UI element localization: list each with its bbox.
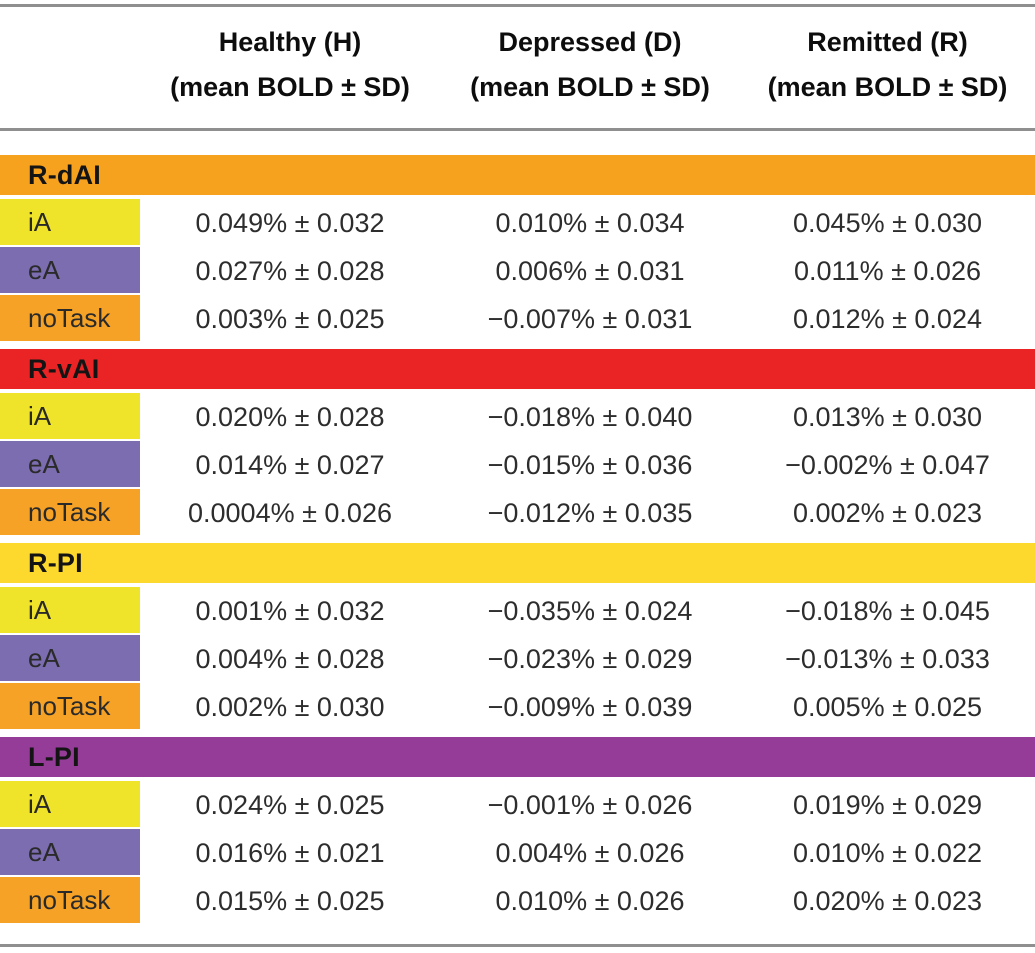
bold-value-cell: 0.027% ± 0.028 — [195, 255, 385, 286]
bold-value-cell: 0.002% ± 0.023 — [793, 497, 982, 528]
bold-value-cell: 0.024% ± 0.025 — [195, 789, 385, 820]
condition-label-text: noTask — [28, 302, 111, 333]
column-header-depressed: Depressed (D) (mean BOLD ± SD) — [440, 20, 740, 110]
region-section-l-pi: L-PI iA 0.024% ± 0.025 −0.001% ± 0.026 0.019… — [0, 737, 1035, 925]
bold-value-cell: −0.007% ± 0.031 — [487, 303, 693, 334]
condition-label-text: eA — [28, 448, 60, 479]
section-title: L-PI — [28, 741, 80, 772]
bold-value-cell: −0.023% ± 0.029 — [487, 643, 693, 674]
bold-value-cell: −0.018% ± 0.045 — [785, 595, 990, 626]
bold-value-cell: 0.005% ± 0.025 — [793, 691, 982, 722]
bold-value-cell: 0.001% ± 0.032 — [195, 595, 385, 626]
bold-value-cell: 0.004% ± 0.028 — [195, 643, 385, 674]
condition-label-text: noTask — [28, 690, 111, 721]
column-title: Depressed (D) — [498, 27, 682, 57]
region-section-r-dai: R-dAI iA 0.049% ± 0.032 0.010% ± 0.034 0.045… — [0, 155, 1035, 343]
table-row: iA 0.024% ± 0.025 −0.001% ± 0.026 0.019% ± … — [0, 781, 1035, 829]
bold-value-cell: 0.010% ± 0.022 — [793, 837, 982, 868]
table-row: iA 0.001% ± 0.032 −0.035% ± 0.024 −0.018% ±… — [0, 587, 1035, 635]
top-rule — [0, 4, 1035, 7]
condition-label-ea: eA — [0, 247, 140, 295]
section-band-r-dai: R-dAI — [0, 155, 1035, 195]
column-subtitle: (mean BOLD ± SD) — [767, 72, 1008, 102]
bold-value-cell: 0.045% ± 0.030 — [793, 207, 982, 238]
condition-label-notask: noTask — [0, 683, 140, 731]
bold-value-cell: −0.013% ± 0.033 — [785, 643, 990, 674]
table-row: noTask 0.002% ± 0.030 −0.009% ± 0.039 0.005… — [0, 683, 1035, 731]
condition-label-text: noTask — [28, 496, 111, 527]
condition-label-ia: iA — [0, 781, 140, 829]
table-row: noTask 0.0004% ± 0.026 −0.012% ± 0.035 0.00… — [0, 489, 1035, 537]
header-rule — [0, 128, 1035, 131]
condition-label-notask: noTask — [0, 489, 140, 537]
bold-value-cell: 0.015% ± 0.025 — [195, 885, 385, 916]
column-header-healthy: Healthy (H) (mean BOLD ± SD) — [140, 20, 440, 110]
bold-value-cell: 0.0004% ± 0.026 — [188, 497, 392, 528]
bold-value-cell: −0.018% ± 0.040 — [487, 401, 693, 432]
bold-value-cell: −0.035% ± 0.024 — [487, 595, 693, 626]
condition-label-text: eA — [28, 254, 60, 285]
bold-value-cell: 0.014% ± 0.027 — [195, 449, 385, 480]
condition-label-text: iA — [28, 594, 52, 625]
condition-label-notask: noTask — [0, 295, 140, 343]
column-header-remitted: Remitted (R) (mean BOLD ± SD) — [740, 20, 1035, 110]
bold-value-cell: −0.001% ± 0.026 — [487, 789, 693, 820]
section-band-r-vai: R-vAI — [0, 349, 1035, 389]
condition-label-ea: eA — [0, 441, 140, 489]
region-section-r-pi: R-PI iA 0.001% ± 0.032 −0.035% ± 0.024 −0.01… — [0, 543, 1035, 731]
bold-value-cell: 0.011% ± 0.026 — [794, 255, 981, 286]
bold-value-cell: 0.006% ± 0.031 — [495, 255, 685, 286]
section-band-r-pi: R-PI — [0, 543, 1035, 583]
table-header: Healthy (H) (mean BOLD ± SD) Depressed (… — [0, 7, 1035, 120]
bold-value-cell: 0.002% ± 0.030 — [195, 691, 385, 722]
condition-label-text: eA — [28, 642, 60, 673]
bold-value-cell: 0.010% ± 0.026 — [495, 885, 685, 916]
bold-value-cell: 0.020% ± 0.028 — [195, 401, 385, 432]
region-section-r-vai: R-vAI iA 0.020% ± 0.028 −0.018% ± 0.040 0.01… — [0, 349, 1035, 537]
bold-value-cell: 0.013% ± 0.030 — [793, 401, 982, 432]
bold-value-cell: 0.004% ± 0.026 — [495, 837, 685, 868]
bold-value-cell: 0.012% ± 0.024 — [793, 303, 982, 334]
table-row: eA 0.027% ± 0.028 0.006% ± 0.031 0.011% ± 0… — [0, 247, 1035, 295]
condition-label-ia: iA — [0, 393, 140, 441]
column-subtitle: (mean BOLD ± SD) — [470, 72, 710, 102]
paper-table-figure: { "table": { "columns": [ { "label": "He… — [0, 4, 1035, 953]
section-title: R-vAI — [28, 353, 100, 384]
condition-label-text: eA — [28, 836, 60, 867]
table-row: eA 0.004% ± 0.028 −0.023% ± 0.029 −0.013% ±… — [0, 635, 1035, 683]
section-title: R-PI — [28, 547, 83, 578]
bottom-rule — [0, 944, 1035, 947]
condition-label-text: noTask — [28, 884, 111, 915]
bold-value-cell: −0.009% ± 0.039 — [487, 691, 693, 722]
table-row: iA 0.049% ± 0.032 0.010% ± 0.034 0.045% ± 0… — [0, 199, 1035, 247]
table-row: eA 0.014% ± 0.027 −0.015% ± 0.036 −0.002% ±… — [0, 441, 1035, 489]
table-body: R-dAI iA 0.049% ± 0.032 0.010% ± 0.034 0.045… — [0, 155, 1035, 925]
bold-value-cell: 0.016% ± 0.021 — [195, 837, 385, 868]
bold-value-cell: 0.003% ± 0.025 — [195, 303, 385, 334]
column-subtitle: (mean BOLD ± SD) — [170, 72, 410, 102]
bold-value-cell: −0.015% ± 0.036 — [487, 449, 693, 480]
condition-label-ia: iA — [0, 199, 140, 247]
condition-label-text: iA — [28, 206, 52, 237]
bold-value-cell: −0.012% ± 0.035 — [487, 497, 693, 528]
condition-label-notask: noTask — [0, 877, 140, 925]
bold-value-cell: 0.049% ± 0.032 — [195, 207, 385, 238]
table-row: eA 0.016% ± 0.021 0.004% ± 0.026 0.010% ± 0… — [0, 829, 1035, 877]
column-title: Remitted (R) — [807, 27, 968, 57]
table-row: noTask 0.003% ± 0.025 −0.007% ± 0.031 0.012… — [0, 295, 1035, 343]
condition-label-ia: iA — [0, 587, 140, 635]
bold-value-cell: 0.020% ± 0.023 — [793, 885, 982, 916]
table-row: iA 0.020% ± 0.028 −0.018% ± 0.040 0.013% ± … — [0, 393, 1035, 441]
condition-label-text: iA — [28, 400, 52, 431]
section-title: R-dAI — [28, 159, 101, 190]
bold-value-cell: 0.019% ± 0.029 — [793, 789, 982, 820]
section-band-l-pi: L-PI — [0, 737, 1035, 777]
condition-label-text: iA — [28, 788, 52, 819]
table-row: noTask 0.015% ± 0.025 0.010% ± 0.026 0.020%… — [0, 877, 1035, 925]
condition-label-ea: eA — [0, 829, 140, 877]
column-title: Healthy (H) — [218, 27, 362, 57]
bold-value-cell: −0.002% ± 0.047 — [785, 449, 990, 480]
bold-value-cell: 0.010% ± 0.034 — [495, 207, 685, 238]
condition-label-ea: eA — [0, 635, 140, 683]
